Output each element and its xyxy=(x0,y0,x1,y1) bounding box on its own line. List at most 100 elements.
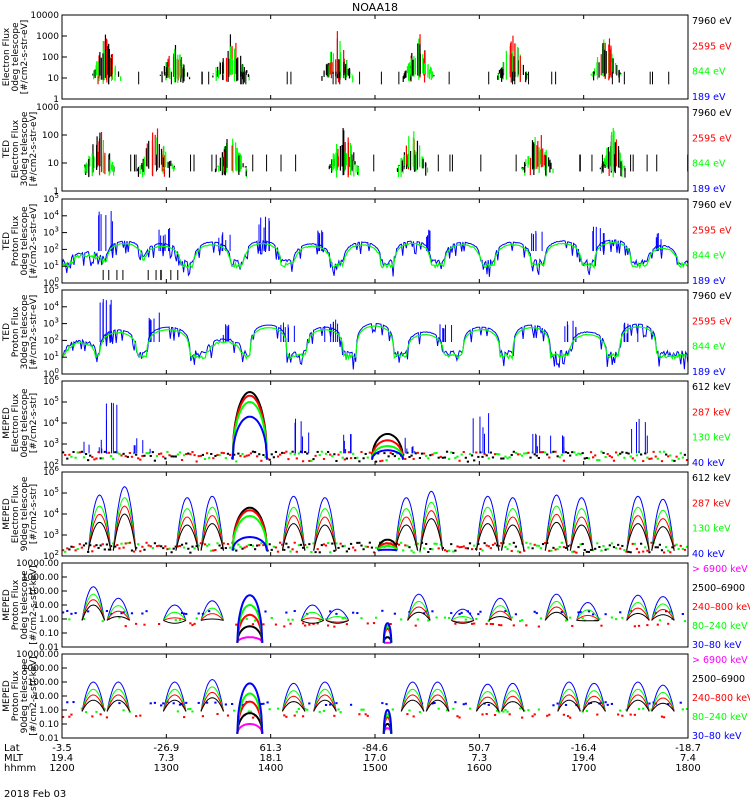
baseline-point xyxy=(251,450,255,453)
baseline-point xyxy=(291,618,294,621)
baseline-point xyxy=(214,701,217,704)
baseline-point xyxy=(80,546,83,549)
peak-trace xyxy=(544,611,569,621)
baseline-point xyxy=(164,457,167,460)
baseline-point xyxy=(521,619,524,622)
baseline-point xyxy=(473,544,476,547)
baseline-point xyxy=(187,547,190,550)
baseline-point xyxy=(416,451,419,454)
baseline-point xyxy=(195,460,198,463)
baseline-point xyxy=(679,452,682,455)
peak-trace xyxy=(576,609,600,621)
baseline-point xyxy=(360,450,363,453)
baseline-point xyxy=(617,713,620,716)
y-tick-label: 0.01 xyxy=(39,643,59,653)
baseline-point xyxy=(268,708,271,711)
baseline-point xyxy=(391,453,394,456)
peak-trace xyxy=(651,518,675,551)
baseline-point xyxy=(500,457,503,460)
time-tick-lat: -18.7 xyxy=(675,743,701,754)
baseline-point xyxy=(466,547,470,550)
baseline-point xyxy=(356,456,359,459)
baseline-point xyxy=(122,611,125,614)
baseline-point xyxy=(600,624,603,627)
baseline-point xyxy=(343,458,346,461)
baseline-point xyxy=(118,702,121,705)
baseline-point xyxy=(368,451,371,454)
baseline-point xyxy=(151,547,154,550)
baseline-point xyxy=(276,455,280,458)
baseline-point xyxy=(606,453,609,456)
peak-trace xyxy=(651,691,675,712)
baseline-point xyxy=(122,546,125,549)
baseline-point xyxy=(592,613,595,616)
baseline-point xyxy=(420,452,424,455)
time-tick-lat: -26.9 xyxy=(153,743,179,754)
y-tick-label: 10000.00 xyxy=(16,559,59,569)
baseline-point xyxy=(199,542,202,545)
baseline-point xyxy=(514,613,518,616)
baseline-point xyxy=(68,618,71,621)
baseline-point xyxy=(149,454,152,457)
baseline-point xyxy=(105,716,109,719)
y-axis-label-line: 90deg telescope xyxy=(20,658,30,733)
peak-trace xyxy=(281,506,306,551)
baseline-point xyxy=(383,452,386,455)
baseline-point xyxy=(571,624,574,627)
y-axis-label-line: 0deg telescope xyxy=(11,22,21,92)
baseline-point xyxy=(541,543,545,546)
peak-trace xyxy=(200,686,224,712)
baseline-point xyxy=(279,541,282,544)
baseline-point xyxy=(604,701,607,704)
baseline-point xyxy=(208,610,211,613)
baseline-point xyxy=(406,451,409,454)
baseline-point xyxy=(552,450,555,453)
peak-trace xyxy=(651,702,675,712)
baseline-point xyxy=(87,550,90,553)
baseline-point xyxy=(66,701,69,704)
baseline-point xyxy=(197,612,200,615)
baseline-point xyxy=(185,542,188,545)
baseline-point xyxy=(443,616,447,619)
baseline-point xyxy=(220,547,223,550)
baseline-point xyxy=(109,612,113,615)
baseline-point xyxy=(516,550,520,553)
baseline-point xyxy=(183,454,186,457)
baseline-point xyxy=(487,457,490,460)
baseline-point xyxy=(660,460,664,463)
baseline-point xyxy=(537,708,540,711)
baseline-point xyxy=(575,453,578,456)
baseline-point xyxy=(318,551,321,554)
baseline-point xyxy=(650,708,653,711)
peak-trace xyxy=(576,601,600,621)
baseline-point xyxy=(654,546,657,549)
baseline-point xyxy=(510,616,513,619)
baseline-point xyxy=(569,544,572,547)
baseline-point xyxy=(521,716,524,719)
baseline-point xyxy=(301,546,305,549)
baseline-point xyxy=(245,617,248,620)
legend-entry: > 6900 keV xyxy=(692,655,748,666)
baseline-point xyxy=(412,551,415,554)
baseline-point xyxy=(331,542,334,545)
baseline-point xyxy=(425,454,428,457)
baseline-point xyxy=(685,459,688,462)
legend-entry: 2500–6900 xyxy=(692,583,745,594)
baseline-point xyxy=(508,713,511,716)
peak-trace xyxy=(557,694,581,712)
baseline-point xyxy=(160,704,163,707)
y-tick-label: 103 xyxy=(43,437,59,450)
baseline-point xyxy=(160,545,163,548)
y-tick-label: 104 xyxy=(43,416,59,429)
baseline-point xyxy=(224,457,227,460)
baseline-point xyxy=(556,548,559,551)
baseline-point xyxy=(352,546,355,549)
baseline-point xyxy=(448,549,451,552)
baseline-point xyxy=(76,451,79,454)
baseline-point xyxy=(385,459,388,462)
baseline-point xyxy=(180,459,184,462)
peak-trace xyxy=(626,681,650,712)
time-tick-mlt: 7.3 xyxy=(471,753,487,764)
